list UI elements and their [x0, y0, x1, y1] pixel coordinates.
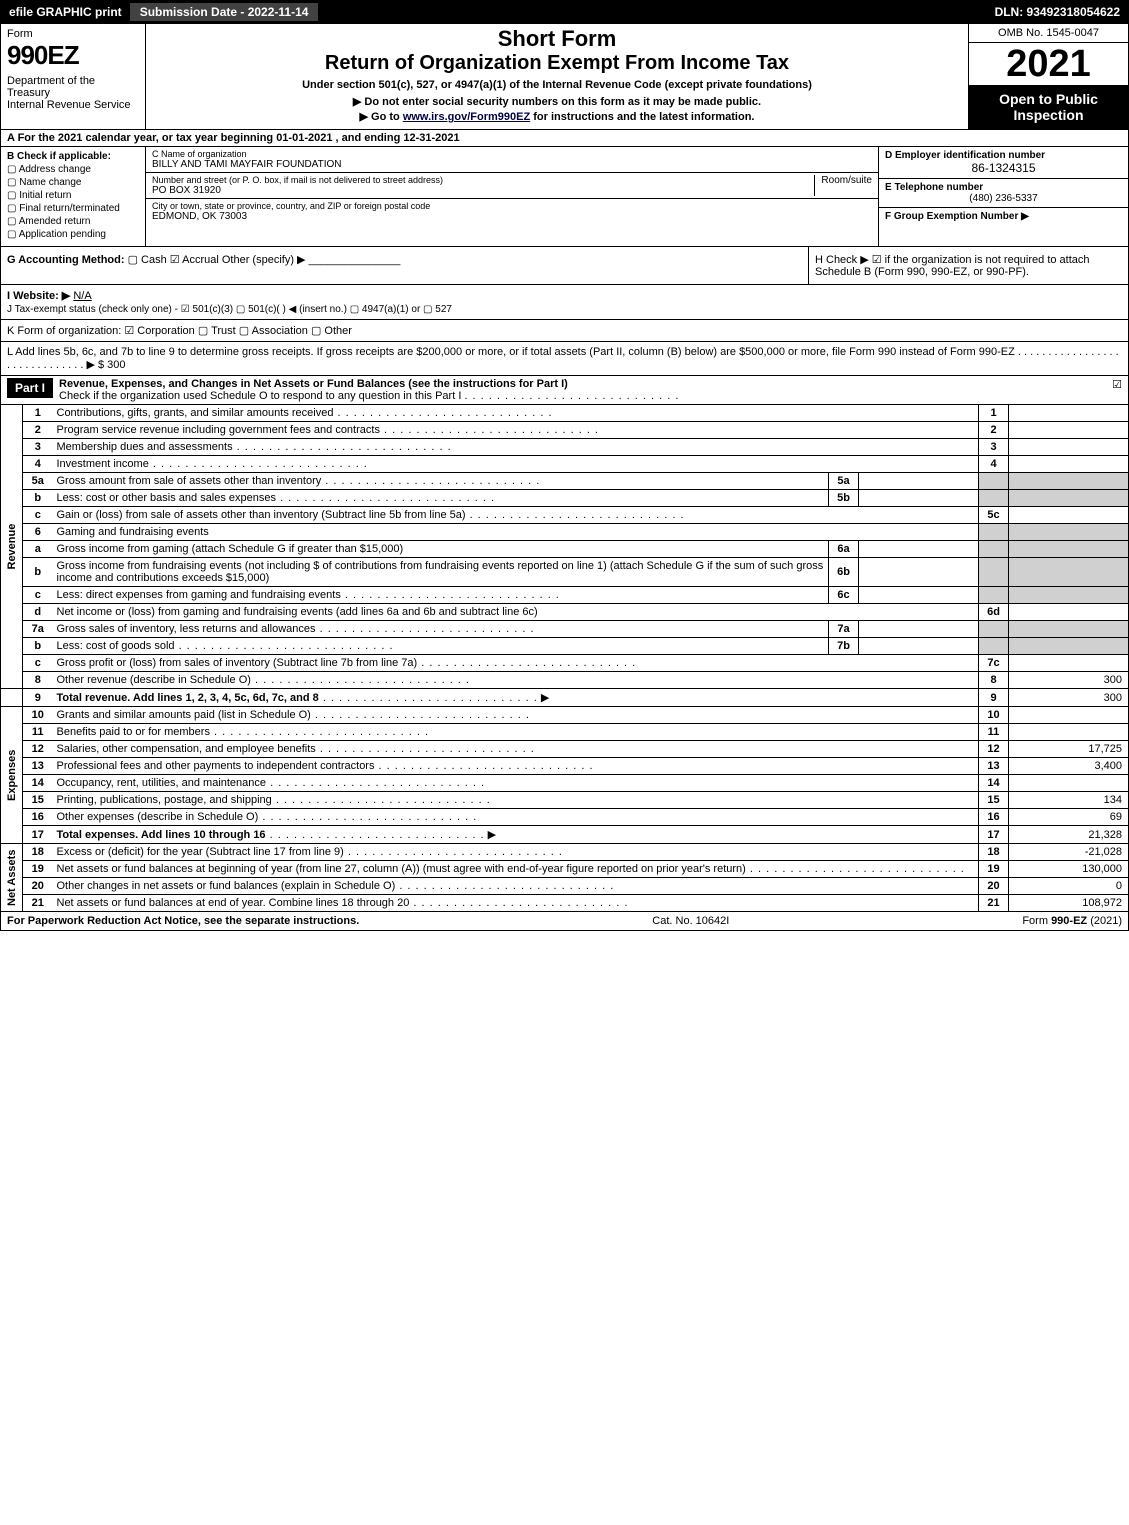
other-specify: Other (specify) ▶: [222, 254, 306, 266]
form-header: Form 990EZ Department of the Treasury In…: [0, 24, 1129, 130]
irs-link[interactable]: www.irs.gov/Form990EZ: [403, 111, 530, 123]
form-label: Form: [7, 28, 139, 40]
footer-cat: Cat. No. 10642I: [359, 915, 1022, 927]
footer: For Paperwork Reduction Act Notice, see …: [0, 912, 1129, 931]
box-b: B Check if applicable: Address change Na…: [1, 147, 146, 246]
b-label: B Check if applicable:: [7, 151, 139, 162]
c-name-label: C Name of organization: [152, 149, 341, 159]
ein-value: 86-1324315: [885, 161, 1122, 175]
dept-label: Department of the Treasury Internal Reve…: [7, 75, 139, 111]
r17-value: 21,328: [1009, 826, 1129, 844]
revenue-section-label: Revenue: [1, 405, 23, 689]
tel-label: E Telephone number: [885, 182, 983, 193]
box-c: C Name of organization BILLY AND TAMI MA…: [146, 147, 878, 246]
r18-value: -21,028: [1009, 844, 1129, 861]
form-title: Return of Organization Exempt From Incom…: [152, 52, 962, 75]
org-street: PO BOX 31920: [152, 185, 443, 196]
r9-value: 300: [1009, 689, 1129, 707]
top-bar: efile GRAPHIC print Submission Date - 20…: [0, 0, 1129, 24]
dln: DLN: 93492318054622: [987, 5, 1128, 19]
efile-label[interactable]: efile GRAPHIC print: [1, 5, 130, 19]
h-schedule-b: H Check ▶ ☑ if the organization is not r…: [808, 247, 1128, 284]
g-accounting: G Accounting Method: Cash Accrual Other …: [1, 247, 808, 284]
form-table: Revenue 1 Contributions, gifts, grants, …: [0, 405, 1129, 912]
part1-title: Revenue, Expenses, and Changes in Net As…: [59, 378, 568, 390]
r20-value: 0: [1009, 878, 1129, 895]
short-form-title: Short Form: [152, 26, 962, 52]
header-right: OMB No. 1545-0047 2021 Open to Public In…: [968, 24, 1128, 129]
r8-value: 300: [1009, 672, 1129, 689]
r16-value: 69: [1009, 809, 1129, 826]
row-l: L Add lines 5b, 6c, and 7b to line 9 to …: [0, 342, 1129, 376]
expenses-section-label: Expenses: [1, 707, 23, 844]
box-d: D Employer identification number 86-1324…: [878, 147, 1128, 246]
row-gh: G Accounting Method: Cash Accrual Other …: [0, 247, 1129, 285]
r19-value: 130,000: [1009, 861, 1129, 878]
r15-value: 134: [1009, 792, 1129, 809]
info-block: B Check if applicable: Address change Na…: [0, 147, 1129, 247]
website-value: N/A: [73, 290, 91, 302]
part1-checked-icon: ☑: [1112, 378, 1122, 391]
ein-label: D Employer identification number: [885, 150, 1045, 161]
header-center: Short Form Return of Organization Exempt…: [146, 24, 968, 129]
chk-address-change[interactable]: Address change: [7, 164, 139, 175]
r12-value: 17,725: [1009, 741, 1129, 758]
part1-check: Check if the organization used Schedule …: [59, 390, 461, 402]
chk-final-return[interactable]: Final return/terminated: [7, 203, 139, 214]
part1-header: Part I Revenue, Expenses, and Changes in…: [0, 376, 1129, 405]
grp-label: F Group Exemption Number ▶: [885, 211, 1029, 222]
ssn-note: ▶ Do not enter social security numbers o…: [152, 95, 962, 108]
header-left: Form 990EZ Department of the Treasury In…: [1, 24, 146, 129]
org-name: BILLY AND TAMI MAYFAIR FOUNDATION: [152, 159, 341, 170]
c-street-label: Number and street (or P. O. box, if mail…: [152, 175, 443, 185]
form-number: 990EZ: [7, 40, 139, 71]
goto-note: ▶ Go to www.irs.gov/Form990EZ for instru…: [152, 110, 962, 123]
netassets-section-label: Net Assets: [1, 844, 23, 912]
row-i-website: I Website: ▶ N/A J Tax-exempt status (ch…: [0, 285, 1129, 320]
chk-amended-return[interactable]: Amended return: [7, 216, 139, 227]
c-city-label: City or town, state or province, country…: [152, 201, 430, 211]
submission-date: Submission Date - 2022-11-14: [130, 3, 319, 21]
tax-year: 2021: [969, 43, 1128, 85]
footer-left: For Paperwork Reduction Act Notice, see …: [7, 915, 359, 927]
footer-right: Form 990-EZ (2021): [1022, 915, 1122, 927]
chk-accrual[interactable]: Accrual: [170, 254, 219, 266]
room-suite-label: Room/suite: [814, 175, 872, 196]
tel-value: (480) 236-5337: [885, 193, 1122, 204]
org-city: EDMOND, OK 73003: [152, 211, 430, 222]
chk-application-pending[interactable]: Application pending: [7, 229, 139, 240]
omb-number: OMB No. 1545-0047: [969, 24, 1128, 43]
j-tax-exempt: J Tax-exempt status (check only one) - ☑…: [7, 304, 1122, 315]
open-inspection: Open to Public Inspection: [969, 85, 1128, 129]
part1-label: Part I: [7, 378, 53, 398]
line-a: A For the 2021 calendar year, or tax yea…: [0, 130, 1129, 147]
chk-initial-return[interactable]: Initial return: [7, 190, 139, 201]
chk-name-change[interactable]: Name change: [7, 177, 139, 188]
chk-cash[interactable]: Cash: [128, 254, 167, 266]
r21-value: 108,972: [1009, 895, 1129, 912]
r13-value: 3,400: [1009, 758, 1129, 775]
row-k: K Form of organization: ☑ Corporation ▢ …: [0, 320, 1129, 342]
under-section: Under section 501(c), 527, or 4947(a)(1)…: [152, 79, 962, 91]
